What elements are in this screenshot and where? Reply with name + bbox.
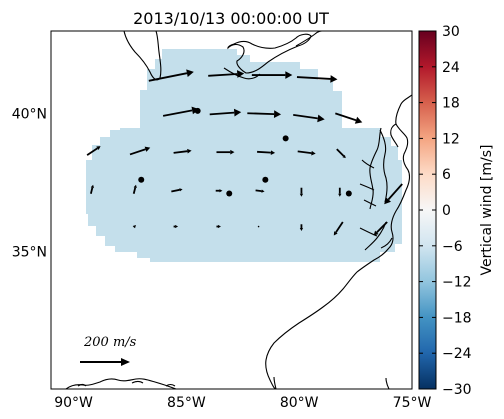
longitude-tick-label: 75°W <box>393 395 432 411</box>
wind-vector <box>247 110 282 118</box>
wind-vector <box>296 75 338 83</box>
wind-vector <box>373 221 388 236</box>
delaware-bay-outline <box>390 123 399 148</box>
vertical-wind-dot <box>226 190 233 197</box>
wind-vector <box>257 150 276 155</box>
reference-arrow-label: 200 m/s <box>83 335 137 350</box>
wind-vector <box>338 187 342 197</box>
wind-vector <box>335 112 363 124</box>
wind-vector <box>293 113 325 123</box>
great-lakes-outline <box>227 33 312 74</box>
reference-arrow-head <box>121 358 130 366</box>
gulf-islands-outline <box>77 380 176 387</box>
colorbar-ticks: 30 24 18 12 6 0 −6 −12 −18 −24 −30 <box>419 24 472 398</box>
colorbar-tick-label: −18 <box>442 310 472 326</box>
wind-vector <box>148 69 194 82</box>
florida-coast-outline <box>273 376 390 389</box>
vertical-wind-dot <box>138 176 145 183</box>
map-title: 2013/10/13 00:00:00 UT <box>133 9 329 28</box>
colorbar: 30 24 18 12 6 0 −6 −12 −18 −24 −30 Vertical wind [… <box>418 24 495 398</box>
wind-vectors <box>86 69 403 236</box>
map-content: 200 m/s <box>65 31 412 389</box>
vertical-wind-dot <box>262 176 269 183</box>
latitude-tick-label: 40°N <box>12 107 47 123</box>
wind-vector <box>89 184 94 194</box>
longitude-tick-label: 85°W <box>167 395 206 411</box>
colorbar-tick-label: −30 <box>442 382 472 398</box>
wind-vector <box>216 224 221 229</box>
colorbar-tick-label: 24 <box>442 60 460 76</box>
colorbar-tick-label: 18 <box>442 96 460 112</box>
longitude-tick-label: 90°W <box>54 395 93 411</box>
wind-vector <box>251 71 293 79</box>
vertical-wind-field <box>86 49 402 262</box>
wind-vector <box>336 148 346 159</box>
wind-vector <box>255 189 265 193</box>
wind-vector <box>299 187 304 197</box>
colorbar-tick-label: 12 <box>442 131 460 147</box>
lake-huron-bay <box>223 67 261 80</box>
colorbar-tick-label: −6 <box>442 239 463 255</box>
wind-vector <box>173 224 179 229</box>
wind-vector <box>173 148 192 154</box>
chesapeake-bay-outline <box>359 127 388 210</box>
wind-vector <box>209 108 242 117</box>
colorbar-tick-label: 0 <box>442 203 451 219</box>
wind-vector <box>257 225 260 228</box>
wind-vector <box>215 189 223 193</box>
wind-vector <box>129 146 151 156</box>
wind-vector <box>297 150 316 156</box>
wind-vector <box>86 146 101 156</box>
wind-vector <box>216 149 235 155</box>
longitude-tick-labels: 90°W 85°W 80°W 75°W <box>54 395 431 411</box>
reference-vector: 200 m/s <box>80 335 137 366</box>
wind-vector <box>384 183 403 205</box>
map-border <box>50 30 413 390</box>
colorbar-tick-label: −12 <box>442 275 472 291</box>
outer-banks-outline <box>359 221 393 251</box>
colorbar-label: Vertical wind [m/s] <box>479 145 495 276</box>
colorbar-tick-label: −24 <box>442 346 472 362</box>
east-coast-outline <box>265 94 412 389</box>
wind-vector <box>132 184 137 194</box>
vertical-wind-dot <box>194 107 201 114</box>
longitude-tick-label: 80°W <box>280 395 319 411</box>
wind-vector <box>208 70 245 78</box>
wind-vector <box>299 224 304 232</box>
colorbar-tick-label: 30 <box>442 24 460 40</box>
wind-vector <box>171 188 183 193</box>
latitude-tick-label: 35°N <box>12 244 47 260</box>
latitude-tick-labels: 40°N 35°N <box>12 107 47 261</box>
wind-vector <box>333 221 344 236</box>
colorbar-tick-label: 6 <box>442 167 451 183</box>
wind-vector <box>132 225 136 229</box>
vertical-wind-dot <box>282 135 289 142</box>
vertical-wind-dots <box>138 107 352 197</box>
vertical-wind-dot <box>345 190 352 197</box>
